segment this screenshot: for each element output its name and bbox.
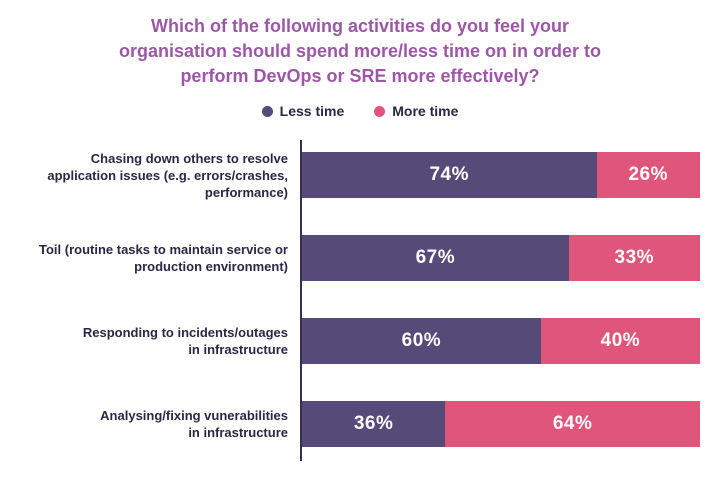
value-label: 36% [353, 413, 394, 434]
chart-row: Analysing/fixing vunerabilities in infra… [0, 401, 720, 447]
chart-title-line: perform DevOps or SRE more effectively? [180, 66, 540, 86]
category-label: Responding to incidents/outages in infra… [82, 325, 288, 357]
chart-title-line: Which of the following activities do you… [150, 16, 570, 36]
bar-track: 60% 40% [302, 318, 700, 364]
category-label: Toil (routine tasks to maintain service … [39, 242, 288, 274]
value-label: 33% [614, 247, 655, 268]
bar-track: 36% 64% [302, 401, 700, 447]
bar-track: 74% 26% [302, 152, 700, 198]
value-label: 67% [415, 247, 456, 268]
bar-segment-more-time: 64% [445, 401, 700, 447]
bar-segment-more-time: 26% [596, 152, 700, 198]
chart-title-line: organisation should spend more/less time… [118, 41, 602, 61]
bar-segment-less-time: 74% [302, 152, 597, 198]
category-label: Chasing down others to resolve applicati… [47, 150, 288, 200]
bar-track: 67% 33% [302, 235, 700, 281]
bar-chart-rows: Chasing down others to resolve applicati… [0, 150, 720, 447]
chart-title: Which of the following activities do you… [0, 14, 720, 89]
chart-row: Responding to incidents/outages in infra… [0, 318, 720, 364]
bar-segment-less-time: 60% [302, 318, 541, 364]
legend-swatch [261, 105, 273, 117]
legend-label: More time [392, 103, 459, 119]
value-label: 74% [429, 164, 470, 185]
chart-row: Chasing down others to resolve applicati… [0, 150, 720, 200]
legend: Less time More time [0, 103, 720, 119]
value-label: 60% [401, 330, 442, 351]
bar-segment-less-time: 67% [302, 235, 569, 281]
category-label: Analysing/fixing vunerabilities in infra… [100, 408, 288, 440]
bar-segment-less-time: 36% [302, 401, 446, 447]
value-label: 40% [600, 330, 641, 351]
value-label: 64% [552, 413, 593, 434]
bar-segment-more-time: 33% [568, 235, 700, 281]
value-label: 26% [628, 164, 669, 185]
bar-chart: Chasing down others to resolve applicati… [0, 140, 720, 461]
legend-item-less-time: Less time [261, 103, 345, 119]
legend-label: Less time [279, 103, 345, 119]
legend-swatch [374, 105, 386, 117]
bar-segment-more-time: 40% [540, 318, 700, 364]
legend-item-more-time: More time [374, 103, 458, 119]
chart-figure: Which of the following activities do you… [0, 14, 720, 487]
y-axis-line [300, 140, 302, 461]
chart-row: Toil (routine tasks to maintain service … [0, 235, 720, 281]
